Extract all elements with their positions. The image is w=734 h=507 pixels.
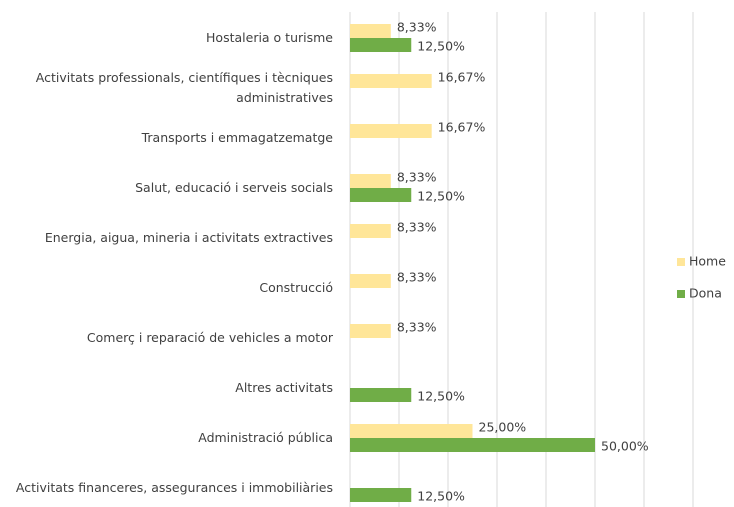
legend-label: Home xyxy=(689,254,726,269)
bar xyxy=(350,188,412,202)
legend-label: Dona xyxy=(689,286,722,301)
bar xyxy=(350,488,412,502)
value-label: 12,50% xyxy=(417,389,465,404)
value-label: 8,33% xyxy=(397,20,437,35)
bar xyxy=(350,174,391,188)
bar xyxy=(350,38,412,52)
category-label: Altres activitats xyxy=(235,380,333,395)
category-label: Hostaleria o turisme xyxy=(206,30,333,45)
bar xyxy=(350,74,432,88)
category-label: Construcció xyxy=(259,280,333,295)
value-label: 25,00% xyxy=(479,420,527,435)
bar xyxy=(350,324,391,338)
bar xyxy=(350,438,595,452)
value-label: 16,67% xyxy=(438,120,486,135)
bar xyxy=(350,24,391,38)
value-label: 8,33% xyxy=(397,270,437,285)
bar xyxy=(350,124,432,138)
category-label: Administració pública xyxy=(198,430,333,445)
value-label: 12,50% xyxy=(417,189,465,204)
value-label: 12,50% xyxy=(417,489,465,504)
value-label: 50,00% xyxy=(601,439,649,454)
category-label: Activitats financeres, assegurances i im… xyxy=(15,480,333,495)
category-label: Comerç i reparació de vehicles a motor xyxy=(86,330,333,345)
category-label: Transports i emmagatzematge xyxy=(141,130,333,145)
value-label: 8,33% xyxy=(397,320,437,335)
category-label: Salut, educació i serveis socials xyxy=(135,180,333,195)
bar xyxy=(350,274,391,288)
category-label: Energia, aigua, mineria i activitats ext… xyxy=(44,230,333,245)
bar xyxy=(350,224,391,238)
bar xyxy=(350,388,412,402)
category-label: Activitats professionals, científiques i… xyxy=(35,70,333,105)
value-label: 12,50% xyxy=(417,39,465,54)
legend-swatch xyxy=(677,290,685,298)
value-label: 8,33% xyxy=(397,220,437,235)
bar xyxy=(350,424,473,438)
value-label: 8,33% xyxy=(397,170,437,185)
value-label: 16,67% xyxy=(438,70,486,85)
legend-swatch xyxy=(677,258,685,266)
